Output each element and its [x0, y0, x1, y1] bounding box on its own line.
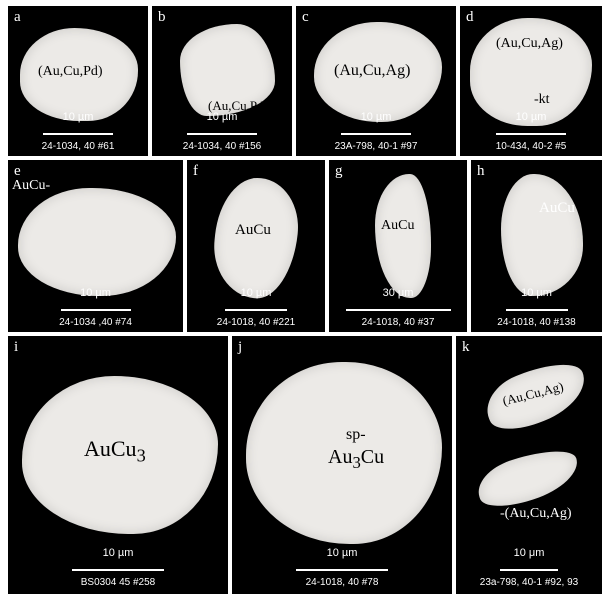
source-text: 10-434, 40-2 #5 — [460, 141, 602, 152]
panel-letter: c — [302, 9, 309, 26]
panel-f: f AuCu 10 µm 24-1018, 40 #221 — [187, 160, 325, 332]
mineral-label: AuCu- — [12, 178, 50, 194]
scalebar: 10 µm 23A-798, 40-1 #97 — [296, 111, 456, 152]
panel-e: e AuCu- 10 µm 24-1034 ,40 #74 — [8, 160, 183, 332]
scalebar: 10 µm 24-1034, 40 #156 — [152, 111, 292, 152]
mineral-label: (Au,Cu,Ag) — [496, 36, 563, 52]
scale-text: 10 µm — [232, 547, 452, 559]
source-text: 24-1018, 40 #138 — [471, 317, 602, 328]
scalebar: 10 µm 10-434, 40-2 #5 — [460, 111, 602, 152]
mineral-post: Cu — [361, 446, 384, 468]
scale-text: 10 µm — [460, 111, 602, 123]
source-text: 24-1018, 40 #78 — [232, 577, 452, 588]
mineral-label: Au3Cu — [328, 446, 384, 473]
scalebar-line — [187, 133, 257, 135]
mineral-text: AuCu — [84, 436, 137, 461]
panel-j: j sp- Au3Cu 10 µm 24-1018, 40 #78 — [232, 336, 452, 594]
panel-k: k (Au,Cu,Ag) -(Au,Cu,Ag) 10 μm 23a-798, … — [456, 336, 602, 594]
scalebar-line — [43, 133, 113, 135]
scalebar: 10 µm 24-1034, 40 #61 — [8, 111, 148, 152]
source-text: 23a-798, 40-1 #92, 93 — [456, 577, 602, 588]
panel-letter: e — [14, 163, 21, 180]
scalebar: 10 µm 24-1018, 40 #221 — [187, 287, 325, 328]
scalebar-line — [225, 309, 287, 311]
scalebar: 30 μm 24-1018, 40 #37 — [329, 287, 467, 328]
scale-text: 10 µm — [8, 547, 228, 559]
scalebar: 10 μm 23a-798, 40-1 #92, 93 — [456, 547, 602, 588]
panel-b: b (Au,Cu,Pd) 10 µm 24-1034, 40 #156 — [152, 6, 292, 156]
scale-text: 10 µm — [8, 111, 148, 123]
scalebar: 10 µm 24-1018, 40 #138 — [471, 287, 602, 328]
scalebar-line — [341, 133, 411, 135]
grain-2 — [472, 441, 585, 515]
panel-g: g AuCu 30 μm 24-1018, 40 #37 — [329, 160, 467, 332]
scalebar-line — [496, 133, 566, 135]
panel-i: i AuCu3 10 µm BS0304 45 #258 — [8, 336, 228, 594]
figure-grid: a (Au,Cu,Pd) 10 µm 24-1034, 40 #61 b (Au… — [0, 0, 611, 602]
mineral-label: AuCu — [381, 218, 414, 234]
scalebar: 10 µm 24-1018, 40 #78 — [232, 547, 452, 588]
grain — [501, 174, 583, 296]
scalebar-line — [346, 309, 451, 311]
scale-text: 30 μm — [329, 287, 467, 299]
panel-d: d (Au,Cu,Ag) -kt 10 µm 10-434, 40-2 #5 — [460, 6, 602, 156]
grain — [375, 174, 431, 298]
source-text: 24-1034, 40 #156 — [152, 141, 292, 152]
mineral-label-pre: sp- — [346, 426, 366, 444]
source-text: 24-1034 ,40 #74 — [8, 317, 183, 328]
scalebar: 10 µm 24-1034 ,40 #74 — [8, 287, 183, 328]
mineral-label-2: -kt — [534, 92, 550, 108]
scale-text: 10 μm — [456, 547, 602, 559]
scalebar-line — [61, 309, 131, 311]
mineral-text: Au — [328, 446, 352, 468]
panel-letter: d — [466, 9, 474, 26]
mineral-label-2: -(Au,Cu,Ag) — [500, 506, 572, 522]
scalebar-line — [506, 309, 568, 311]
panel-letter: h — [477, 163, 485, 180]
scalebar-line — [500, 569, 558, 571]
scale-text: 10 µm — [296, 111, 456, 123]
panel-letter: g — [335, 163, 343, 180]
mineral-sub: 3 — [137, 445, 146, 465]
scale-text: 10 µm — [8, 287, 183, 299]
panel-letter: k — [462, 339, 470, 356]
mineral-label: (Au,Cu,Ag) — [334, 62, 410, 80]
scale-text: 10 µm — [152, 111, 292, 123]
mineral-label: AuCu — [235, 222, 271, 239]
source-text: 24-1018, 40 #37 — [329, 317, 467, 328]
source-text: BS0304 45 #258 — [8, 577, 228, 588]
mineral-label: (Au,Cu,Pd) — [38, 64, 103, 80]
mineral-sub: 3 — [352, 453, 360, 472]
scalebar-line — [72, 569, 164, 571]
panel-letter: b — [158, 9, 166, 26]
panel-letter: f — [193, 163, 198, 180]
scalebar-line — [296, 569, 388, 571]
panel-a: a (Au,Cu,Pd) 10 µm 24-1034, 40 #61 — [8, 6, 148, 156]
source-text: 24-1034, 40 #61 — [8, 141, 148, 152]
source-text: 23A-798, 40-1 #97 — [296, 141, 456, 152]
panel-letter: j — [238, 339, 242, 356]
scale-text: 10 µm — [187, 287, 325, 299]
mineral-label: AuCu — [539, 200, 575, 217]
source-text: 24-1018, 40 #221 — [187, 317, 325, 328]
grain — [18, 188, 176, 296]
panel-letter: i — [14, 339, 18, 356]
grain — [470, 18, 592, 126]
scalebar: 10 µm BS0304 45 #258 — [8, 547, 228, 588]
panel-letter: a — [14, 9, 21, 26]
scale-text: 10 µm — [471, 287, 602, 299]
panel-c: c (Au,Cu,Ag) 10 µm 23A-798, 40-1 #97 — [296, 6, 456, 156]
panel-h: h AuCu 10 µm 24-1018, 40 #138 — [471, 160, 602, 332]
mineral-label: AuCu3 — [84, 436, 146, 466]
